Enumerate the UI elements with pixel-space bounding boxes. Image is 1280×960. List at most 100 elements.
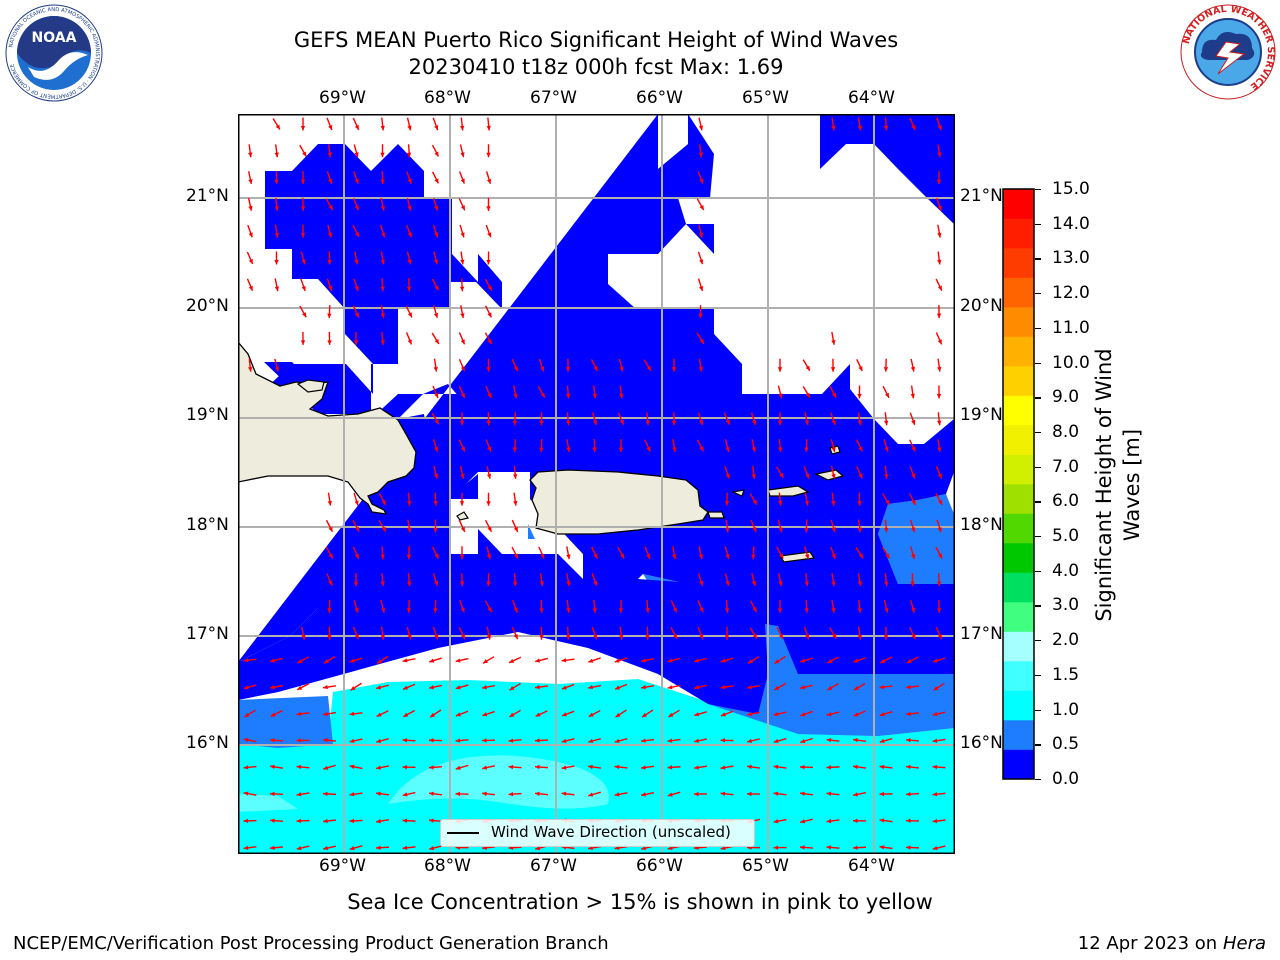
- wind-arrow: [349, 818, 363, 824]
- wind-arrow: [724, 546, 730, 560]
- wind-arrow: [909, 117, 916, 131]
- colorbar-tick-label: 3.0: [1052, 595, 1080, 616]
- wind-arrow: [406, 251, 412, 265]
- wind-arrow: [432, 197, 439, 211]
- wind-arrow: [746, 684, 761, 690]
- wind-arrow: [459, 546, 465, 560]
- wind-arrow: [829, 627, 837, 640]
- wind-arrow: [486, 117, 491, 131]
- wind-arrow: [879, 737, 893, 744]
- wind-arrow: [296, 711, 310, 717]
- wind-arrow: [615, 709, 627, 718]
- wind-arrow: [406, 144, 412, 158]
- wind-arrow: [486, 412, 491, 426]
- wind-arrow: [508, 791, 522, 797]
- wind-arrow: [857, 385, 862, 399]
- wind-arrow: [402, 764, 416, 770]
- band-1.5-2: [388, 755, 609, 809]
- wind-arrow: [750, 519, 757, 533]
- wind-arrow: [376, 738, 389, 744]
- wind-arrow: [830, 465, 836, 479]
- colorbar-cell: [1003, 749, 1034, 780]
- wind-arrow: [935, 466, 943, 479]
- wind-arrow: [696, 439, 705, 452]
- wind-arrow: [693, 765, 708, 770]
- wind-arrow: [352, 626, 360, 640]
- wind-arrow: [565, 358, 571, 372]
- colorbar-tick-mark: [1035, 258, 1041, 260]
- wind-arrow: [460, 305, 465, 319]
- colorbar-tick-mark: [1035, 744, 1041, 746]
- colorbar-tick-mark: [1035, 293, 1041, 295]
- wind-arrow: [380, 171, 385, 185]
- wind-arrow: [428, 765, 443, 770]
- wind-arrow: [720, 657, 734, 663]
- wind-arrow: [431, 171, 440, 184]
- wind-arrow: [322, 684, 337, 690]
- wind-arrow: [935, 332, 943, 345]
- lon-label-top-67: 67°W: [530, 88, 577, 108]
- wind-arrow: [539, 439, 544, 453]
- colorbar-cell: [1003, 307, 1034, 337]
- wind-arrow: [433, 519, 438, 533]
- wind-arrow: [857, 412, 862, 426]
- wind-arrow: [274, 171, 279, 185]
- wind-arrow: [247, 197, 253, 211]
- wind-arrow: [432, 224, 439, 238]
- wind-arrow: [459, 278, 465, 292]
- wind-arrow: [406, 197, 412, 211]
- wind-arrow: [353, 599, 359, 613]
- wind-arrow: [486, 573, 491, 587]
- wind-arrow: [459, 412, 465, 426]
- wind-arrow: [909, 439, 916, 452]
- wind-arrow: [352, 546, 360, 560]
- wind-arrow: [826, 711, 840, 717]
- wind-arrow: [910, 385, 915, 399]
- wind-arrow: [402, 658, 416, 663]
- wind-arrow: [380, 599, 386, 613]
- wind-arrow: [458, 439, 466, 452]
- wind-arrow: [375, 765, 390, 770]
- wind-arrow: [776, 466, 784, 479]
- wind-arrow: [269, 684, 284, 690]
- wind-arrow: [831, 331, 836, 345]
- wind-arrow: [776, 627, 784, 640]
- wind-arrow: [402, 709, 416, 718]
- wind-arrow: [830, 546, 836, 560]
- wind-arrow: [590, 359, 599, 372]
- wind-arrow: [773, 845, 787, 850]
- lat-label-left-19: 19°N: [186, 405, 229, 425]
- wind-arrow: [777, 412, 783, 426]
- wind-arrow: [879, 818, 893, 823]
- wind-arrow: [804, 439, 809, 453]
- wind-arrow: [534, 684, 549, 690]
- wind-arrow: [614, 657, 628, 663]
- wind-arrow: [879, 791, 893, 797]
- colorbar-tick-mark: [1035, 674, 1041, 677]
- colorbar-tick-mark: [1035, 362, 1041, 364]
- wind-arrow: [406, 626, 412, 640]
- wind-arrow: [645, 412, 650, 426]
- wind-arrow: [458, 358, 466, 372]
- legend-label: Wind Wave Direction (unscaled): [491, 823, 731, 841]
- wind-arrow: [376, 655, 389, 665]
- wind-arrow: [935, 493, 943, 506]
- wind-arrow: [535, 657, 548, 663]
- wind-arrow: [561, 791, 575, 796]
- colorbar-cell: [1003, 602, 1034, 632]
- wind-arrow: [481, 791, 496, 796]
- wind-arrow: [720, 710, 734, 717]
- page-title: GEFS MEAN Puerto Rico Significant Height…: [293, 28, 899, 52]
- colorbar-cell: [1003, 513, 1034, 544]
- wind-arrow: [724, 466, 730, 479]
- wind-arrow: [482, 656, 495, 664]
- wind-arrow: [460, 251, 465, 265]
- wind-arrow: [803, 466, 810, 479]
- wind-arrow: [481, 765, 496, 770]
- colorbar-tick-label: 12.0: [1052, 283, 1090, 304]
- wind-arrow: [936, 573, 942, 587]
- wind-arrow: [698, 144, 703, 158]
- colorbar-cell: [1003, 395, 1034, 426]
- colorbar-tick-mark: [1035, 605, 1041, 607]
- colorbar-tick-label: 1.5: [1052, 664, 1080, 685]
